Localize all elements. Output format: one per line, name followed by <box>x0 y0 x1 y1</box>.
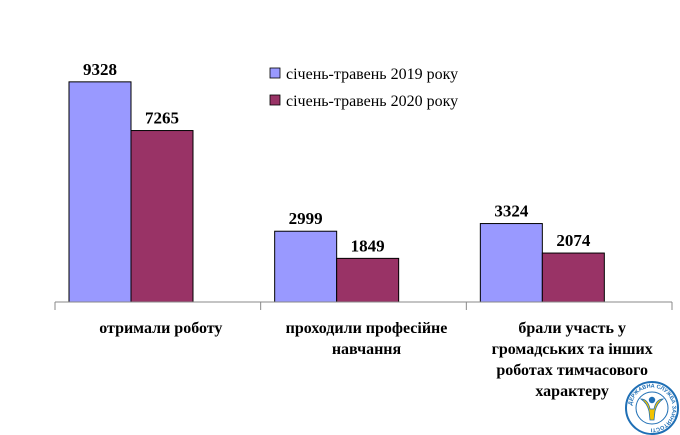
bar-series2-cat1 <box>130 130 194 303</box>
data-label-series1-cat2: 2999 <box>289 209 323 228</box>
legend: січень-травень 2019 року січень-травень 2… <box>269 66 458 110</box>
employment-service-logo: ДЕРЖАВНА СЛУЖБА ЗАЙНЯТОСТІ <box>625 381 679 435</box>
category-label-2: проходили професійне навчання <box>286 320 448 358</box>
bar-series2-cat2 <box>336 257 400 303</box>
legend-label-1: січень-травень 2019 року <box>286 66 458 83</box>
plot-area: 9328 2999 3324 7265 1849 2074 отримали роботу п… <box>54 60 673 400</box>
bar-series1-cat1 <box>68 81 132 303</box>
logo-head-icon <box>648 396 656 404</box>
legend-swatch-2 <box>269 94 281 106</box>
logo-figure-icon <box>639 398 665 421</box>
data-label-series1-cat1: 9328 <box>83 60 117 79</box>
bar-series1-cat3 <box>479 223 543 303</box>
bar-series1-cat2 <box>274 230 338 303</box>
data-label-series2-cat1: 7265 <box>145 109 179 128</box>
data-label-series2-cat2: 1849 <box>351 236 385 255</box>
legend-label-2: січень-травень 2020 року <box>286 93 458 110</box>
category-label-3: брали участь у громадських та інших робота… <box>492 320 653 400</box>
data-label-series2-cat3: 2074 <box>556 231 591 250</box>
data-label-series1-cat3: 3324 <box>494 202 529 221</box>
legend-swatch-1 <box>269 67 281 79</box>
bar-series2-cat3 <box>541 252 605 303</box>
category-label-1: отримали роботу <box>99 320 222 337</box>
